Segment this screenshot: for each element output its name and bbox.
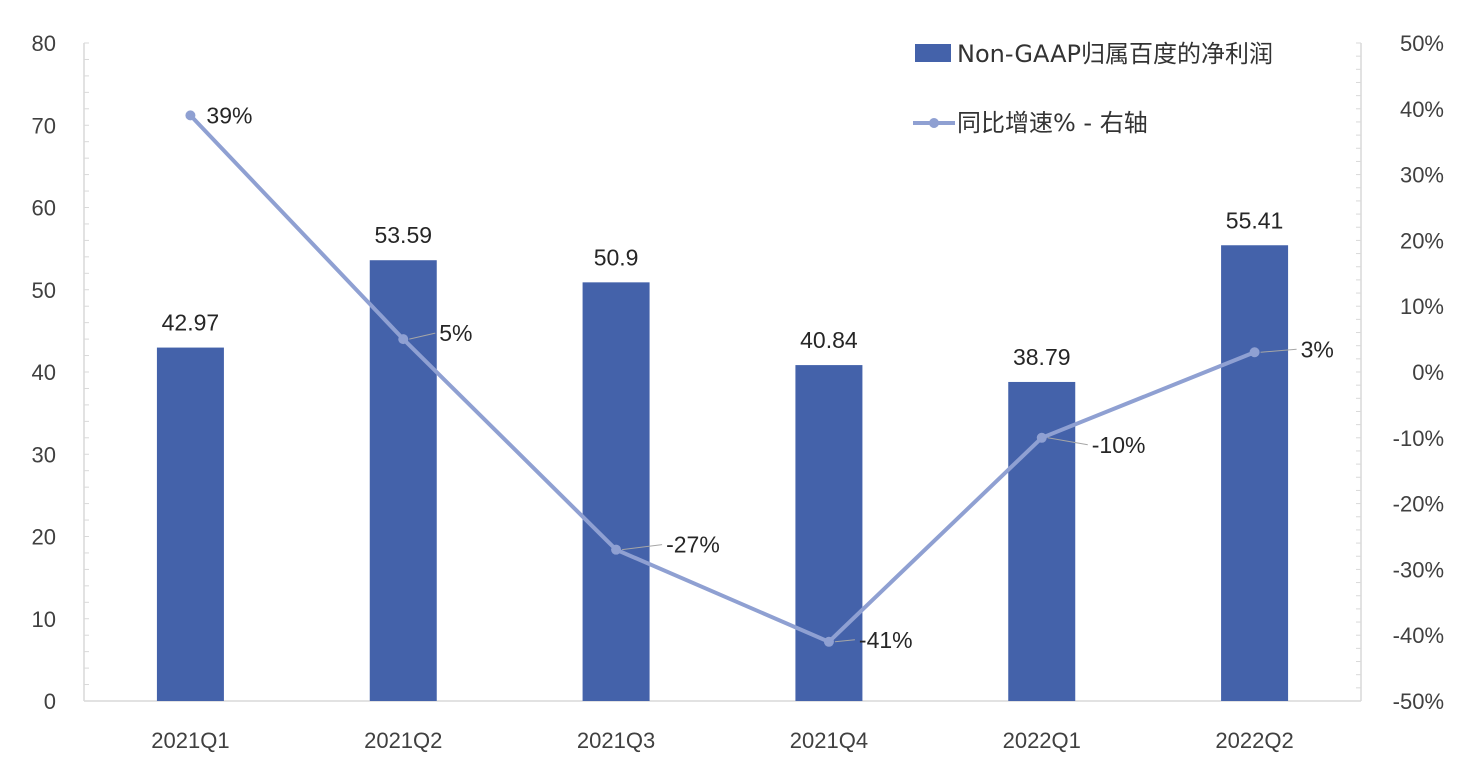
bar-series xyxy=(156,245,1289,701)
left-tick-label: 60 xyxy=(32,196,56,221)
left-tick-label: 0 xyxy=(44,689,56,714)
line-value-label: -41% xyxy=(859,627,913,653)
line-point xyxy=(823,636,834,647)
right-tick-label: -50% xyxy=(1393,689,1444,714)
x-tick-label: 2022Q2 xyxy=(1215,728,1293,753)
left-tick-label: 50 xyxy=(32,278,56,303)
legend-line-marker xyxy=(929,118,939,128)
line-point xyxy=(1036,432,1047,443)
right-tick-label: 10% xyxy=(1400,294,1444,319)
bar-value-label: 38.79 xyxy=(1013,344,1071,370)
label-leader-line xyxy=(1047,437,1088,446)
right-tick-label: 20% xyxy=(1400,228,1444,253)
line-point xyxy=(1249,347,1260,358)
bar-value-label: 53.59 xyxy=(374,222,432,248)
legend-bar-swatch xyxy=(915,44,951,62)
left-tick-label: 10 xyxy=(32,607,56,632)
line-series xyxy=(185,110,1260,647)
line-point xyxy=(398,334,409,345)
legend-bar-label: Non-GAAP归属百度的净利润 xyxy=(957,40,1273,68)
left-tick-label: 20 xyxy=(32,525,56,550)
line-point xyxy=(611,544,622,555)
right-tick-label: 0% xyxy=(1412,360,1444,385)
bar-value-label: 50.9 xyxy=(594,244,639,270)
line-value-label: 39% xyxy=(206,102,252,128)
left-tick-label: 70 xyxy=(32,113,56,138)
x-tick-label: 2022Q1 xyxy=(1003,728,1081,753)
x-tick-label: 2021Q3 xyxy=(577,728,655,753)
left-tick-label: 40 xyxy=(32,360,56,385)
bar xyxy=(156,347,224,701)
right-tick-label: -20% xyxy=(1393,492,1444,517)
x-tick-label: 2021Q2 xyxy=(364,728,442,753)
line-value-label: -27% xyxy=(666,532,720,558)
line-point xyxy=(185,110,196,121)
line-value-label: 5% xyxy=(439,320,472,346)
right-tick-label: -40% xyxy=(1393,623,1444,648)
bar xyxy=(369,260,437,701)
right-tick-label: -10% xyxy=(1393,426,1444,451)
bar-value-label: 40.84 xyxy=(800,327,858,353)
bar xyxy=(1221,245,1289,701)
line-value-label: -10% xyxy=(1092,432,1146,458)
data-labels: 42.97 53.59 50.9 40.84 38.79 55.41 39% 5% -27% -4… xyxy=(162,102,1334,652)
bar-value-label: 55.41 xyxy=(1226,207,1284,233)
label-leader-line xyxy=(409,332,436,340)
label-leader-line xyxy=(834,639,855,643)
bar xyxy=(582,282,650,701)
axes: 0 10 20 30 40 50 60 70 80 -50% -40% -30% -20% -10% 0% 1… xyxy=(32,31,1444,753)
legend: Non-GAAP归属百度的净利润 同比增速% - 右轴 xyxy=(913,40,1273,137)
x-tick-label: 2021Q4 xyxy=(790,728,868,753)
right-tick-label: 40% xyxy=(1400,97,1444,122)
right-tick-label: -30% xyxy=(1393,557,1444,582)
bar xyxy=(795,365,863,701)
right-tick-label: 50% xyxy=(1400,31,1444,56)
label-leader-line xyxy=(622,544,663,551)
left-tick-label: 80 xyxy=(32,31,56,56)
x-tick-label: 2021Q1 xyxy=(151,728,229,753)
legend-line-label: 同比增速% - 右轴 xyxy=(957,109,1148,137)
growth-line xyxy=(188,114,1256,644)
left-tick-label: 30 xyxy=(32,442,56,467)
label-leader-line xyxy=(1260,348,1297,353)
line-value-label: 3% xyxy=(1301,336,1334,362)
bar-value-label: 42.97 xyxy=(162,310,220,336)
right-tick-label: 30% xyxy=(1400,163,1444,188)
